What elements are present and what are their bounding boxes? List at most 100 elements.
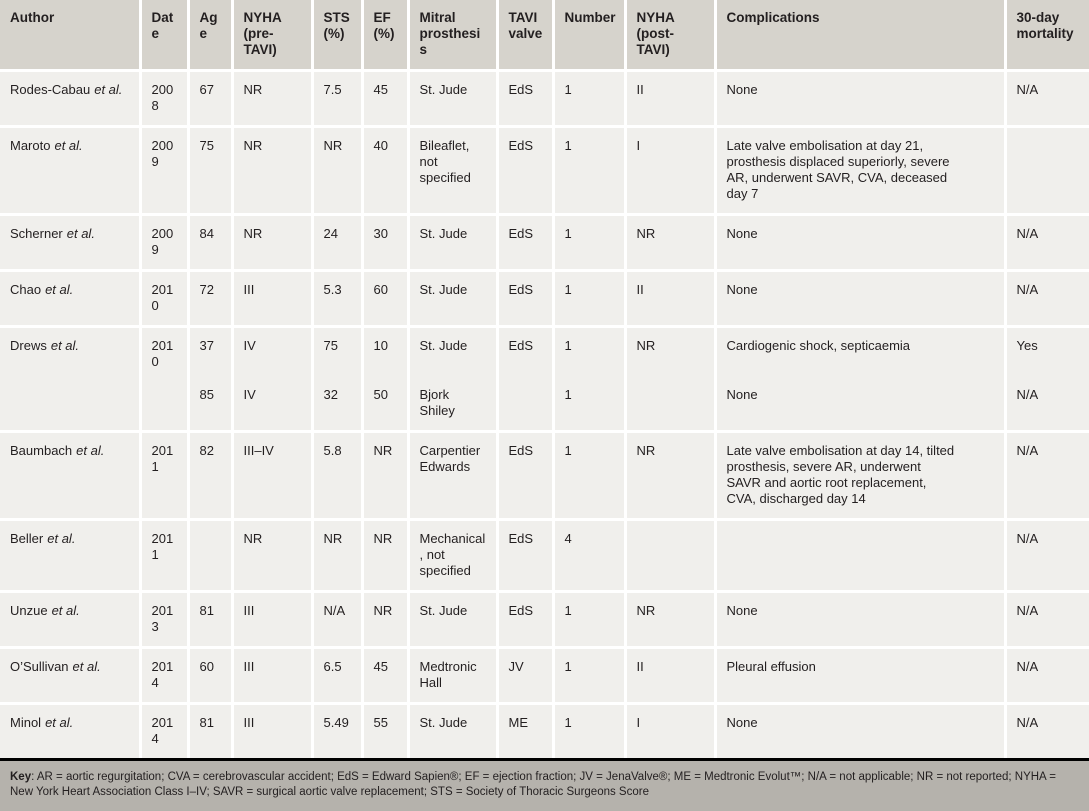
cell-sts-percent: 7.5 xyxy=(312,69,364,127)
column-header-nyha-post-tavi: NYHA (post-TAVI) xyxy=(625,0,717,71)
cell-age: 72 xyxy=(188,269,234,327)
cell-nyha-post-tavi: I xyxy=(625,125,717,215)
cell-complications: Late valve embolisation at day 14, tilte… xyxy=(715,430,1007,520)
cell-sts-percent: 5.3 xyxy=(312,269,364,327)
cell-complications: None xyxy=(715,269,1007,327)
cell-date: 2014 xyxy=(140,646,190,704)
cell-mitral-prosthesis: St. Jude xyxy=(408,590,499,648)
author-et-al: et al. xyxy=(47,531,76,546)
cell-complications: None xyxy=(715,381,1007,432)
cell-nyha-post-tavi: II xyxy=(625,646,717,704)
cell-mitral-prosthesis: Carpentier Edwards xyxy=(408,430,499,520)
cell-number: 4 xyxy=(553,518,627,592)
cell-mortality-30-day: N/A xyxy=(1005,518,1089,592)
author-et-al: et al. xyxy=(45,715,74,730)
cell-date: 2013 xyxy=(140,590,190,648)
cell-nyha-pre-tavi: III–IV xyxy=(232,430,314,520)
column-header-nyha-pre-tavi: NYHA (pre-TAVI) xyxy=(232,0,314,71)
cell-nyha-post-tavi: II xyxy=(625,269,717,327)
cell-mortality-30-day: N/A xyxy=(1005,646,1089,704)
cell-tavi-valve: EdS xyxy=(497,430,555,520)
cell-author: Maroto et al. xyxy=(0,125,142,215)
cell-date: 2010 xyxy=(140,269,190,327)
cell-ef-percent: 10 xyxy=(362,325,410,381)
cell-author: Chao et al. xyxy=(0,269,142,327)
author-name: Drews xyxy=(10,338,47,353)
cell-nyha-pre-tavi: III xyxy=(232,646,314,704)
author-name: Scherner xyxy=(10,226,63,241)
cell-age: 75 xyxy=(188,125,234,215)
author-name: Rodes-Cabau xyxy=(10,82,91,97)
cell-tavi-valve: EdS xyxy=(497,590,555,648)
cell-tavi-valve: EdS xyxy=(497,518,555,592)
cell-ef-percent: 45 xyxy=(362,646,410,704)
author-name: Maroto xyxy=(10,138,51,153)
cell-date: 2009 xyxy=(140,125,190,215)
cell-date xyxy=(140,381,190,432)
cell-mitral-prosthesis: St. Jude xyxy=(408,69,499,127)
cell-sts-percent: 24 xyxy=(312,213,364,271)
cell-mortality-30-day: N/A xyxy=(1005,430,1089,520)
cell-nyha-pre-tavi: III xyxy=(232,590,314,648)
cell-ef-percent: NR xyxy=(362,518,410,592)
cell-author: O’Sullivan et al. xyxy=(0,646,142,704)
author-et-al: et al. xyxy=(54,138,83,153)
cell-ef-percent: 40 xyxy=(362,125,410,215)
cell-nyha-pre-tavi: IV xyxy=(232,325,314,381)
key-label: Key xyxy=(10,771,32,783)
cell-mitral-prosthesis: St. Jude xyxy=(408,325,499,381)
cell-age: 81 xyxy=(188,590,234,648)
cell-sts-percent: NR xyxy=(312,125,364,215)
cell-number: 1 xyxy=(553,702,627,758)
cell-age: 60 xyxy=(188,646,234,704)
table-row: Unzue et al. 2013 81 III N/A NR St. Jude EdS 1 NR N… xyxy=(0,590,1089,648)
column-header-mitral-prosthesis: Mitral prosthesis xyxy=(408,0,499,71)
cell-mortality-30-day: Yes xyxy=(1005,325,1089,381)
cell-tavi-valve: ME xyxy=(497,702,555,758)
cell-mortality-30-day: N/A xyxy=(1005,702,1089,758)
column-header-mortality-30-day: 30-day mortality xyxy=(1005,0,1089,71)
cell-age xyxy=(188,518,234,592)
author-et-al: et al. xyxy=(51,603,80,618)
cell-number: 1 xyxy=(553,125,627,215)
cell-sts-percent: 75 xyxy=(312,325,364,381)
cell-author: Beller et al. xyxy=(0,518,142,592)
cell-mortality-30-day: N/A xyxy=(1005,381,1089,432)
cell-mitral-prosthesis: Medtronic Hall xyxy=(408,646,499,704)
table-row: Baumbach et al. 2011 82 III–IV 5.8 NR Carpentie… xyxy=(0,430,1089,520)
cell-author: Baumbach et al. xyxy=(0,430,142,520)
cell-date: 2011 xyxy=(140,518,190,592)
cell-complications: None xyxy=(715,213,1007,271)
cell-date: 2010 xyxy=(140,325,190,381)
table-row: Scherner et al. 2009 84 NR 24 30 St. Jude EdS 1 NR… xyxy=(0,213,1089,271)
header-row: Author Date Age NYHA (pre-TAVI) STS (%) EF (%… xyxy=(0,0,1089,71)
cell-ef-percent: NR xyxy=(362,590,410,648)
cell-tavi-valve: EdS xyxy=(497,269,555,327)
author-et-al: et al. xyxy=(66,226,95,241)
cell-mitral-prosthesis: St. Jude xyxy=(408,702,499,758)
cell-date: 2009 xyxy=(140,213,190,271)
cell-sts-percent: NR xyxy=(312,518,364,592)
cell-age: 81 xyxy=(188,702,234,758)
cell-mortality-30-day xyxy=(1005,125,1089,215)
cell-ef-percent: 55 xyxy=(362,702,410,758)
author-name: Chao xyxy=(10,282,42,297)
cell-nyha-pre-tavi: NR xyxy=(232,518,314,592)
column-header-date: Date xyxy=(140,0,190,71)
cell-nyha-pre-tavi: NR xyxy=(232,125,314,215)
column-header-age: Age xyxy=(188,0,234,71)
author-et-al: et al. xyxy=(50,338,80,353)
table-row: O’Sullivan et al. 2014 60 III 6.5 45 Medtronic … xyxy=(0,646,1089,704)
author-et-al: et al. xyxy=(72,659,101,674)
cell-mitral-prosthesis: St. Jude xyxy=(408,269,499,327)
cell-number: 1 xyxy=(553,646,627,704)
author-name: Beller xyxy=(10,531,44,546)
cell-complications xyxy=(715,518,1007,592)
cell-author: Scherner et al. xyxy=(0,213,142,271)
cell-nyha-post-tavi: NR xyxy=(625,213,717,271)
cell-tavi-valve xyxy=(497,381,555,432)
author-et-al: et al. xyxy=(45,282,74,297)
cell-number: 1 xyxy=(553,381,627,432)
cell-nyha-pre-tavi: III xyxy=(232,269,314,327)
